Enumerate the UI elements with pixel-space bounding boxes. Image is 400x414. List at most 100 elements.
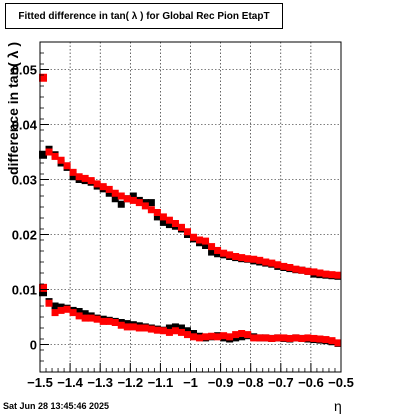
x-tick-label: −0.7 [268, 375, 294, 390]
y-tick-label: 0.05 [12, 63, 37, 78]
data-point [117, 192, 125, 200]
x-tick-label: −0.6 [298, 375, 324, 390]
data-point [202, 333, 210, 341]
data-point [99, 183, 107, 191]
data-point [57, 156, 65, 164]
data-point [135, 199, 143, 207]
data-point [75, 312, 83, 320]
data-point [129, 196, 137, 204]
data-point [117, 321, 125, 329]
data-point [105, 185, 113, 193]
data-point [238, 330, 246, 337]
data-point [105, 189, 113, 197]
data-point [69, 173, 77, 181]
data-point [63, 162, 71, 170]
data-point [208, 332, 216, 340]
data-point [298, 266, 306, 274]
data-point [280, 262, 288, 270]
data-point [153, 209, 161, 216]
y-tick-label: 0.01 [12, 283, 37, 298]
data-point [39, 288, 48, 297]
data-point [87, 177, 95, 185]
data-point [39, 150, 48, 159]
y-axis-label: difference in tan( λ ) [5, 42, 21, 175]
data-point [39, 283, 48, 292]
data-point [177, 328, 185, 336]
y-tick-label: 0.03 [12, 173, 37, 188]
data-point [190, 333, 198, 341]
data-point [322, 336, 330, 344]
data-point [262, 334, 270, 342]
y-tick-label: 0.02 [12, 228, 37, 243]
data-point [183, 331, 191, 339]
data-point [304, 267, 312, 275]
data-point [129, 192, 137, 200]
data-point [183, 228, 191, 236]
data-point [159, 213, 167, 221]
data-point [57, 306, 65, 314]
data-point [298, 334, 306, 342]
data-point [51, 152, 59, 160]
data-point [81, 314, 89, 322]
data-point [117, 200, 125, 208]
data-point [81, 310, 89, 318]
data-point [165, 216, 173, 224]
data-point [232, 253, 240, 260]
data-point [328, 337, 336, 345]
data-point [244, 255, 252, 263]
data-point [202, 237, 210, 245]
series-3 [39, 283, 342, 347]
data-point [268, 259, 276, 267]
data-point [81, 174, 89, 182]
data-point [316, 269, 324, 277]
data-point [141, 324, 149, 332]
axis-ticks [39, 41, 342, 373]
data-point [334, 339, 342, 347]
data-point [165, 324, 173, 332]
data-point [208, 243, 216, 251]
data-point [292, 334, 300, 342]
data-point [262, 258, 270, 266]
data-point [292, 265, 300, 273]
data-point [226, 333, 234, 341]
data-point [147, 199, 155, 207]
data-point [286, 334, 294, 342]
data-point [196, 236, 204, 244]
data-point [220, 332, 228, 340]
data-point [51, 309, 59, 317]
series-1 [39, 73, 342, 279]
x-tick-label: −0.5 [328, 375, 354, 390]
data-point [256, 256, 264, 264]
data-point [123, 323, 131, 331]
axis-tick-labels: −1.5 −1.4 −1.3 −1.2 −1.1 −1 −0.9 −0.8 −0.7 −0.6 −0… [12, 63, 354, 391]
data-point [129, 323, 137, 331]
data-point [177, 223, 185, 231]
data-point [45, 148, 53, 156]
data-point [274, 334, 282, 342]
data-point [171, 323, 179, 331]
data-point [286, 264, 294, 271]
data-point [244, 331, 252, 339]
x-tick-label: −1.5 [27, 375, 53, 390]
data-point [75, 308, 83, 315]
x-axis-label: η [334, 398, 342, 414]
data-point [171, 327, 179, 335]
data-point [226, 251, 234, 259]
data-point [238, 254, 246, 262]
x-tick-label: −0.9 [208, 375, 234, 390]
data-point [268, 334, 276, 342]
data-point [147, 325, 155, 333]
data-point [39, 73, 48, 82]
data-point [202, 242, 210, 249]
data-point [256, 334, 264, 342]
x-tick-label: −1.1 [148, 375, 174, 390]
data-point [232, 331, 240, 339]
data-point [220, 249, 228, 257]
data-point [250, 255, 258, 263]
data-point [274, 261, 282, 269]
x-tick-label: −1.4 [57, 375, 83, 390]
x-tick-label: −1.2 [117, 375, 143, 390]
data-point [123, 195, 131, 203]
data-series [39, 73, 342, 347]
data-point [147, 206, 155, 214]
